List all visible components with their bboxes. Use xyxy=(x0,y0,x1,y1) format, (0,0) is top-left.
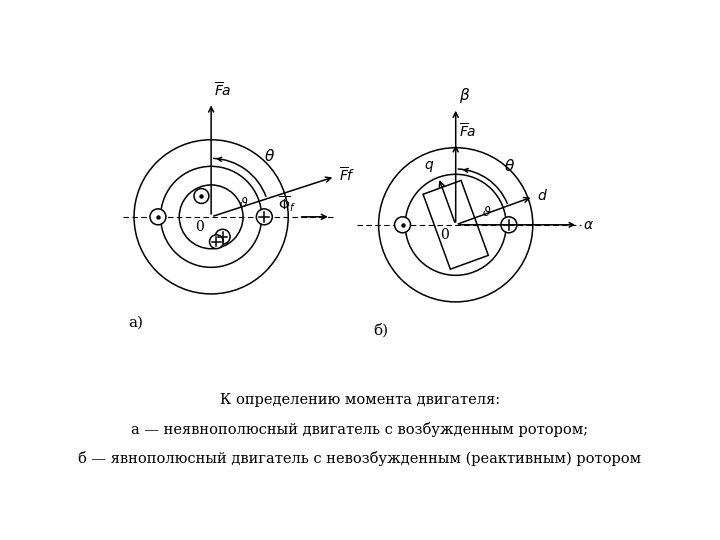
Text: $\vartheta$: $\vartheta$ xyxy=(239,197,248,211)
Circle shape xyxy=(150,209,166,225)
Text: $\alpha$: $\alpha$ xyxy=(583,218,594,232)
Text: $\beta$: $\beta$ xyxy=(459,86,470,105)
Text: 0: 0 xyxy=(195,220,204,234)
Circle shape xyxy=(395,217,410,233)
Text: $q$: $q$ xyxy=(424,159,434,174)
Text: а — неявнополюсный двигатель с возбужденным ротором;: а — неявнополюсный двигатель с возбужден… xyxy=(132,422,588,437)
Text: $\overline{\Phi}_f$: $\overline{\Phi}_f$ xyxy=(279,194,296,214)
Text: $\overline{F}a$: $\overline{F}a$ xyxy=(215,82,232,100)
Text: $\overline{F}a$: $\overline{F}a$ xyxy=(459,123,477,141)
Circle shape xyxy=(179,185,243,249)
Polygon shape xyxy=(423,180,488,269)
Text: $\theta$: $\theta$ xyxy=(264,147,275,164)
Text: 0: 0 xyxy=(440,228,449,242)
Text: б — явнополюсный двигатель с невозбужденным (реактивным) ротором: б — явнополюсный двигатель с невозбужден… xyxy=(78,451,642,466)
Text: К определению момента двигателя:: К определению момента двигателя: xyxy=(220,393,500,407)
Text: $\vartheta$: $\vartheta$ xyxy=(482,206,492,219)
Circle shape xyxy=(194,188,209,204)
Text: $\overline{F}f$: $\overline{F}f$ xyxy=(339,166,356,184)
Circle shape xyxy=(210,235,223,248)
Text: б): б) xyxy=(373,323,388,338)
Circle shape xyxy=(256,209,272,225)
Text: $d$: $d$ xyxy=(537,188,548,203)
Text: $\theta$: $\theta$ xyxy=(503,158,515,174)
Circle shape xyxy=(215,230,230,244)
Text: а): а) xyxy=(129,315,144,329)
Circle shape xyxy=(501,217,517,233)
